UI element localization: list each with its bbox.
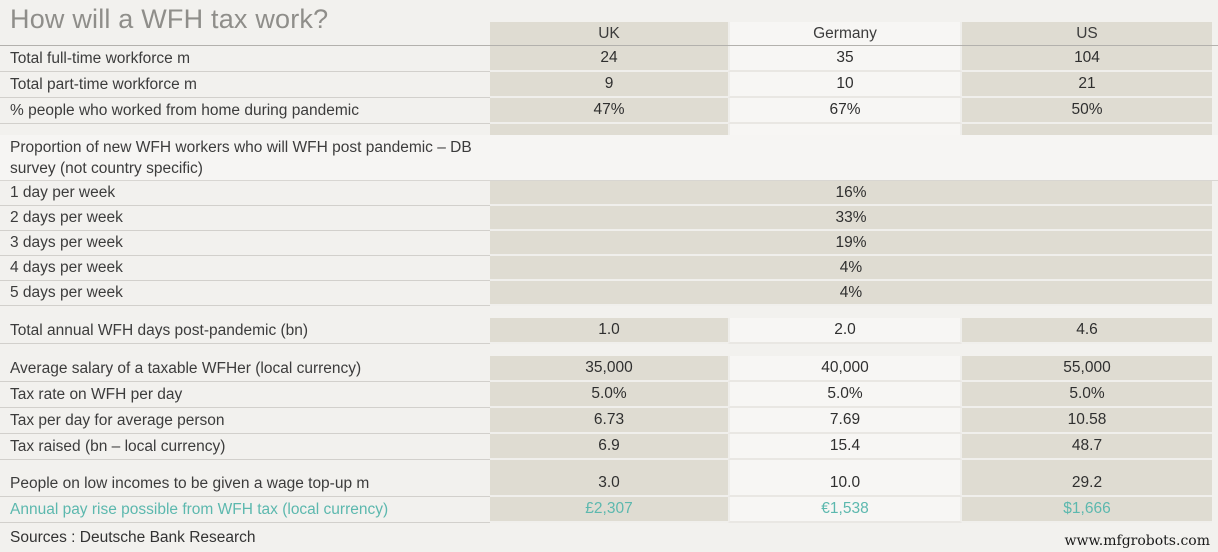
cell-merged-all-countries: 16% — [490, 181, 1212, 206]
cell-merged-all-countries: 19% — [490, 231, 1212, 256]
row-label: Total annual WFH days post-pandemic (bn) — [0, 318, 490, 344]
cell-uk: 6.73 — [490, 408, 728, 434]
spacer-label-cell — [0, 124, 490, 135]
cell-germany: 10 — [728, 72, 962, 98]
cell-uk: 47% — [490, 98, 728, 124]
spacer-cell-us — [962, 124, 1212, 135]
row-label: Tax raised (bn – local currency) — [0, 434, 490, 460]
column-header-germany: Germany — [728, 22, 962, 45]
cell-us: 21 — [962, 72, 1212, 98]
cell-us: 50% — [962, 98, 1212, 124]
section-header-row: Proportion of new WFH workers who will W… — [0, 135, 1218, 181]
watermark: www.mfgrobots.com — [1064, 533, 1210, 549]
cell-us: 55,000 — [962, 356, 1212, 382]
spacer-row — [0, 460, 1218, 471]
cell-us: 4.6 — [962, 318, 1212, 344]
table-row-merged: 3 days per week 19% — [0, 231, 1218, 256]
spacer-label-cell — [0, 460, 490, 471]
cell-uk: 35,000 — [490, 356, 728, 382]
cell-germany: 40,000 — [728, 356, 962, 382]
spacer-cell-uk — [490, 460, 728, 471]
table-row: Total annual WFH days post-pandemic (bn)… — [0, 318, 1218, 344]
section-header-label: Proportion of new WFH workers who will W… — [10, 138, 472, 177]
row-label: 3 days per week — [0, 231, 490, 256]
cell-germany: €1,538 — [728, 497, 962, 523]
row-label: Annual pay rise possible from WFH tax (l… — [0, 497, 490, 523]
row-label: 1 day per week — [0, 181, 490, 206]
cell-us: 29.2 — [962, 471, 1212, 497]
table-row: Tax raised (bn – local currency) 6.9 15.4 4… — [0, 434, 1218, 460]
table-footer: Sources : Deutsche Bank Research www.mfg… — [0, 523, 1218, 552]
table-row: People on low incomes to be given a wage… — [0, 471, 1218, 497]
table-row: Total full-time workforce m 24 35 104 — [0, 46, 1218, 72]
cell-germany: 35 — [728, 46, 962, 72]
table-row-merged: 5 days per week 4% — [0, 281, 1218, 306]
row-label: 4 days per week — [0, 256, 490, 281]
cell-germany: 5.0% — [728, 382, 962, 408]
spacer-cell-us — [962, 460, 1212, 471]
table-row-merged: 1 day per week 16% — [0, 181, 1218, 206]
cell-us: 104 — [962, 46, 1212, 72]
cell-germany: 10.0 — [728, 471, 962, 497]
row-label: 5 days per week — [0, 281, 490, 306]
row-label: Tax per day for average person — [0, 408, 490, 434]
table-row: Annual pay rise possible from WFH tax (l… — [0, 497, 1218, 523]
cell-uk: 9 — [490, 72, 728, 98]
table-row-merged: 4 days per week 4% — [0, 256, 1218, 281]
spacer-cell-germany — [728, 460, 962, 471]
table-row: Tax per day for average person 6.73 7.69 10… — [0, 408, 1218, 434]
row-label: % people who worked from home during pan… — [0, 98, 490, 124]
row-label: People on low incomes to be given a wage… — [0, 471, 490, 497]
cell-uk: 3.0 — [490, 471, 728, 497]
cell-us: 5.0% — [962, 382, 1212, 408]
page-title: How will a WFH tax work? — [10, 4, 329, 34]
spacer-row — [0, 344, 1218, 356]
title-cell: How will a WFH tax work? — [0, 0, 490, 45]
cell-merged-all-countries: 4% — [490, 256, 1212, 281]
cell-us: 48.7 — [962, 434, 1212, 460]
row-label: Total full-time workforce m — [0, 46, 490, 72]
row-label: Total part-time workforce m — [0, 72, 490, 98]
spacer-row — [0, 124, 1218, 135]
row-label: 2 days per week — [0, 206, 490, 231]
cell-uk: 1.0 — [490, 318, 728, 344]
cell-us: $1,666 — [962, 497, 1212, 523]
cell-germany: 67% — [728, 98, 962, 124]
cell-merged-all-countries: 4% — [490, 281, 1212, 306]
spacer-cell-germany — [728, 124, 962, 135]
table-row: Tax rate on WFH per day 5.0% 5.0% 5.0% — [0, 382, 1218, 408]
row-label: Average salary of a taxable WFHer (local… — [0, 356, 490, 382]
table-body: Total full-time workforce m 24 35 104 Total … — [0, 46, 1218, 523]
column-header-uk: UK — [490, 22, 728, 45]
table-row: % people who worked from home during pan… — [0, 98, 1218, 124]
cell-germany: 7.69 — [728, 408, 962, 434]
spacer-cell-uk — [490, 124, 728, 135]
table-row: Total part-time workforce m 9 10 21 — [0, 72, 1218, 98]
cell-germany: 15.4 — [728, 434, 962, 460]
spacer-row — [0, 306, 1218, 318]
cell-us: 10.58 — [962, 408, 1212, 434]
row-label: Tax rate on WFH per day — [0, 382, 490, 408]
table-row: Average salary of a taxable WFHer (local… — [0, 356, 1218, 382]
column-header-us: US — [962, 22, 1212, 45]
cell-uk: 5.0% — [490, 382, 728, 408]
sources-note: Sources : Deutsche Bank Research — [10, 529, 256, 546]
cell-uk: £2,307 — [490, 497, 728, 523]
cell-germany: 2.0 — [728, 318, 962, 344]
table-row-merged: 2 days per week 33% — [0, 206, 1218, 231]
cell-uk: 24 — [490, 46, 728, 72]
table-header-row: How will a WFH tax work? UK Germany US — [0, 0, 1218, 46]
cell-uk: 6.9 — [490, 434, 728, 460]
cell-merged-all-countries: 33% — [490, 206, 1212, 231]
